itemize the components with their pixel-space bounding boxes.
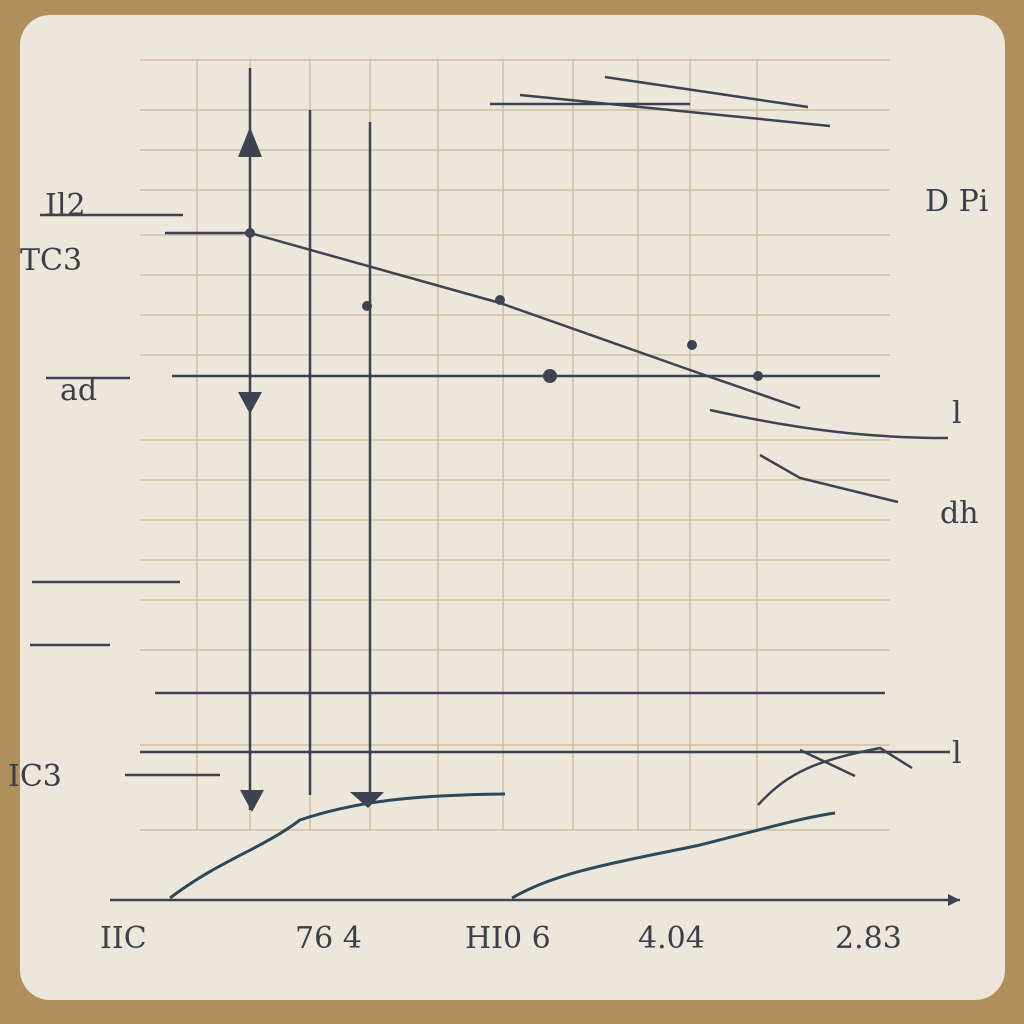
axis-label: HI0 6: [465, 921, 551, 956]
left-label: Il2: [45, 188, 86, 223]
axis-label: 4.04: [638, 921, 705, 956]
axis-label: IIC: [100, 921, 147, 956]
axis-label: 76 4: [295, 921, 362, 956]
ink-lines: [30, 68, 960, 906]
left-label: IC3: [8, 759, 62, 794]
left-label: ad: [60, 373, 97, 408]
right-label: l: [952, 736, 962, 771]
right-label: l: [952, 396, 962, 431]
right-label: dh: [940, 496, 979, 531]
paper: [20, 15, 1005, 1000]
axis-label: 2.83: [835, 921, 902, 956]
right-label: D Pi: [925, 184, 988, 219]
left-label: TC3: [20, 243, 82, 278]
